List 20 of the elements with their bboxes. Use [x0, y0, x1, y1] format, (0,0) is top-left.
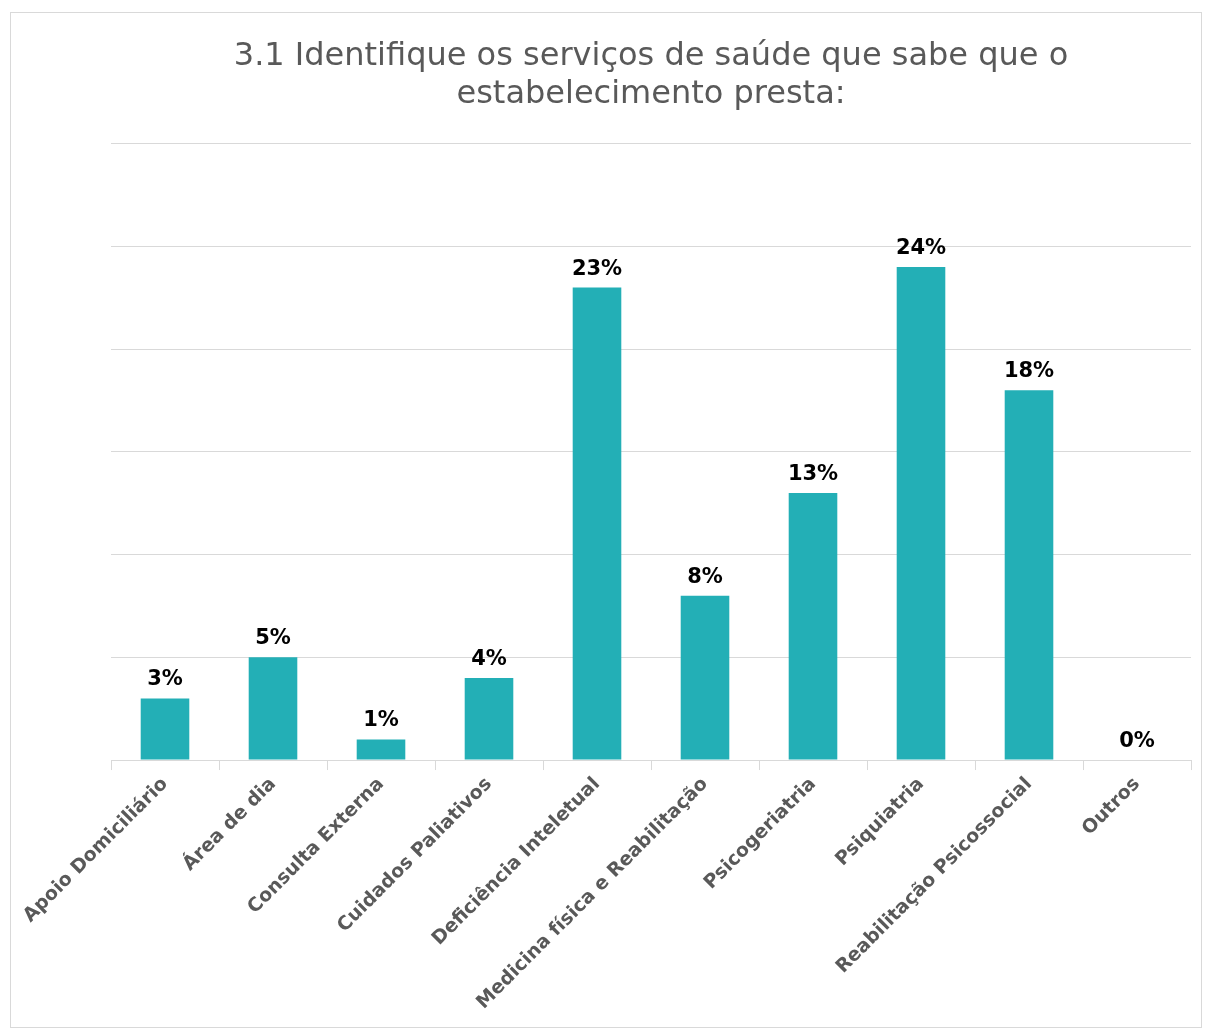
- data-label: 24%: [895, 235, 947, 259]
- bar: [1004, 390, 1054, 760]
- bar: [788, 493, 838, 760]
- data-label: 18%: [1003, 358, 1055, 383]
- data-label: 1%: [363, 707, 399, 732]
- data-label: 5%: [255, 625, 291, 650]
- chart-title: 3.1 Identifique os serviços de saúde que sabe que o estabelecimento presta:: [233, 34, 1069, 111]
- bar: [140, 698, 190, 760]
- data-label: 13%: [787, 460, 839, 485]
- bar: [248, 657, 298, 760]
- data-label: 4%: [471, 645, 507, 670]
- data-label: 3%: [147, 666, 183, 691]
- bar: [464, 677, 514, 760]
- data-label: 8%: [687, 563, 723, 588]
- data-label: 0%: [1119, 728, 1155, 752]
- bar: [572, 287, 622, 760]
- bar: [896, 267, 946, 760]
- bar: [356, 739, 406, 760]
- bar: [680, 595, 730, 760]
- data-label: 23%: [571, 255, 623, 280]
